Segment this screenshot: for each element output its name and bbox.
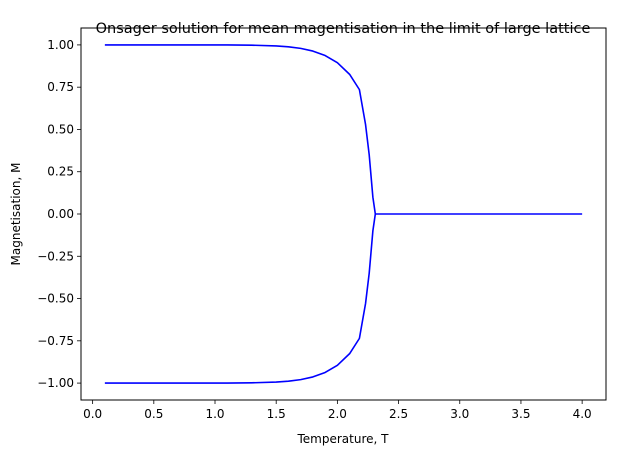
y-tick-label: 0.00 <box>47 207 74 221</box>
y-axis-label: Magnetisation, M <box>9 163 23 266</box>
x-tick-label: 4.0 <box>573 407 592 421</box>
x-tick-label: 2.5 <box>389 407 408 421</box>
x-tick-label: 3.0 <box>450 407 469 421</box>
x-axis: 0.0 0.5 1.0 1.5 2.0 2.5 3.0 3.5 4.0 <box>83 400 592 421</box>
plot-area <box>104 44 583 384</box>
y-axis: 1.00 0.75 0.50 0.25 0.00 −0.25 −0.50 −0.75 −1.00 <box>37 38 81 390</box>
x-tick-label: 2.0 <box>328 407 347 421</box>
series-line-1 <box>104 44 583 215</box>
y-tick-label: 0.25 <box>47 165 74 179</box>
y-tick-label: −0.25 <box>37 249 74 263</box>
y-tick-label: 1.00 <box>47 38 74 52</box>
x-tick-label: 3.5 <box>511 407 530 421</box>
chart-title: Onsager solution for mean magentisation … <box>96 21 591 37</box>
y-tick-label: −0.50 <box>37 292 74 306</box>
x-tick-label: 0.5 <box>144 407 163 421</box>
series-line-2 <box>104 213 377 384</box>
x-axis-label: Temperature, T <box>297 432 390 446</box>
x-tick-label: 1.5 <box>267 407 286 421</box>
x-tick-label: 1.0 <box>205 407 224 421</box>
y-tick-label: 0.75 <box>47 80 74 94</box>
y-tick-label: 0.50 <box>47 122 74 136</box>
x-tick-label: 0.0 <box>83 407 102 421</box>
y-tick-label: −0.75 <box>37 334 74 348</box>
y-tick-label: −1.00 <box>37 376 74 390</box>
